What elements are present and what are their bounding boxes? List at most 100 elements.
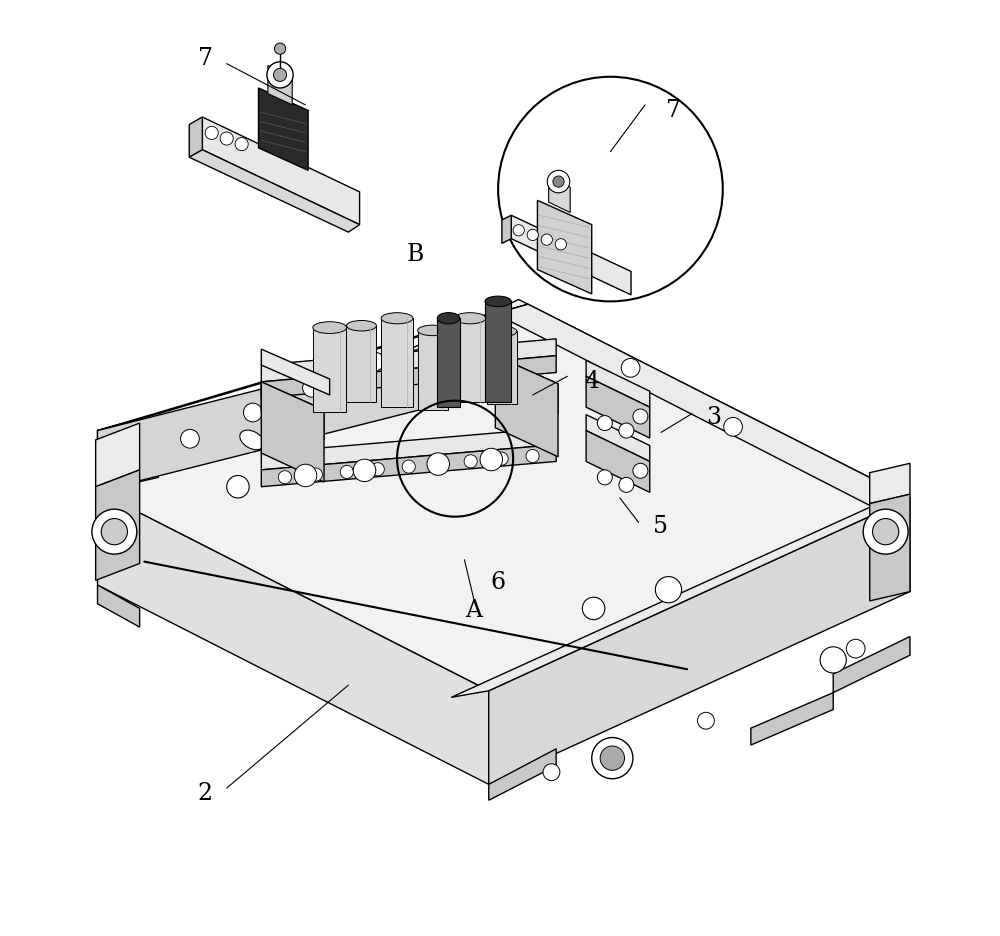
Circle shape xyxy=(600,746,624,770)
Ellipse shape xyxy=(346,320,376,331)
Text: A: A xyxy=(465,599,482,622)
Circle shape xyxy=(541,234,552,245)
Circle shape xyxy=(181,430,199,448)
Polygon shape xyxy=(381,318,413,407)
Polygon shape xyxy=(98,304,528,431)
Circle shape xyxy=(365,352,384,371)
Polygon shape xyxy=(451,498,910,697)
Circle shape xyxy=(619,477,634,492)
Polygon shape xyxy=(189,117,202,157)
Ellipse shape xyxy=(487,326,517,337)
Circle shape xyxy=(526,449,539,462)
Circle shape xyxy=(220,132,233,145)
Polygon shape xyxy=(189,150,360,232)
Text: 4: 4 xyxy=(584,371,599,393)
Polygon shape xyxy=(98,585,140,627)
Circle shape xyxy=(619,423,634,438)
Polygon shape xyxy=(511,215,631,295)
Circle shape xyxy=(621,358,640,377)
Circle shape xyxy=(495,452,508,465)
Polygon shape xyxy=(437,318,460,407)
Polygon shape xyxy=(495,356,558,457)
Ellipse shape xyxy=(485,296,511,307)
Polygon shape xyxy=(485,301,511,402)
Polygon shape xyxy=(313,328,346,412)
Circle shape xyxy=(863,509,908,554)
Polygon shape xyxy=(268,66,292,105)
Circle shape xyxy=(480,448,503,471)
Circle shape xyxy=(243,403,262,422)
Circle shape xyxy=(592,738,633,779)
Polygon shape xyxy=(549,177,570,212)
Circle shape xyxy=(464,455,477,468)
Polygon shape xyxy=(259,88,308,170)
Circle shape xyxy=(846,639,865,658)
Circle shape xyxy=(235,138,248,151)
Circle shape xyxy=(309,468,322,481)
Polygon shape xyxy=(261,339,556,382)
Polygon shape xyxy=(261,356,556,398)
Polygon shape xyxy=(487,331,517,404)
Circle shape xyxy=(547,170,570,193)
Ellipse shape xyxy=(381,313,413,324)
Circle shape xyxy=(278,471,291,484)
Ellipse shape xyxy=(240,431,264,449)
Polygon shape xyxy=(202,117,360,225)
Circle shape xyxy=(353,460,376,482)
Polygon shape xyxy=(346,326,376,402)
Circle shape xyxy=(513,225,524,236)
Polygon shape xyxy=(502,215,511,243)
Ellipse shape xyxy=(454,313,486,324)
Circle shape xyxy=(101,519,127,545)
Polygon shape xyxy=(261,349,330,395)
Polygon shape xyxy=(98,337,467,491)
Ellipse shape xyxy=(313,322,346,333)
Circle shape xyxy=(633,409,648,424)
Circle shape xyxy=(597,416,612,431)
Text: 5: 5 xyxy=(653,515,668,537)
Polygon shape xyxy=(98,417,158,491)
Polygon shape xyxy=(489,749,556,800)
Polygon shape xyxy=(586,360,650,407)
Polygon shape xyxy=(454,318,486,402)
Circle shape xyxy=(553,176,564,187)
Text: B: B xyxy=(407,243,424,266)
Polygon shape xyxy=(261,382,324,482)
Circle shape xyxy=(303,378,321,397)
Polygon shape xyxy=(98,300,910,691)
Circle shape xyxy=(555,239,566,250)
Circle shape xyxy=(498,77,723,301)
Circle shape xyxy=(340,465,353,478)
Text: 3: 3 xyxy=(706,406,721,429)
Circle shape xyxy=(371,462,384,475)
Circle shape xyxy=(820,647,846,673)
Polygon shape xyxy=(96,423,140,487)
Polygon shape xyxy=(870,463,910,504)
Polygon shape xyxy=(98,491,489,784)
Polygon shape xyxy=(495,356,558,414)
Polygon shape xyxy=(537,200,592,294)
Circle shape xyxy=(655,577,682,603)
Circle shape xyxy=(273,68,287,81)
Polygon shape xyxy=(418,330,448,410)
Polygon shape xyxy=(586,415,650,461)
Circle shape xyxy=(294,464,317,487)
Circle shape xyxy=(205,126,218,139)
Text: 2: 2 xyxy=(198,782,213,805)
Text: 7: 7 xyxy=(198,47,213,69)
Polygon shape xyxy=(586,376,650,438)
Circle shape xyxy=(633,463,648,478)
Circle shape xyxy=(724,417,742,436)
Polygon shape xyxy=(261,445,556,487)
Circle shape xyxy=(527,229,538,241)
Circle shape xyxy=(873,519,899,545)
Circle shape xyxy=(402,460,415,473)
Circle shape xyxy=(697,712,714,729)
Circle shape xyxy=(582,597,605,620)
Circle shape xyxy=(92,509,137,554)
Polygon shape xyxy=(586,431,650,492)
Circle shape xyxy=(543,764,560,781)
Circle shape xyxy=(597,470,612,485)
Ellipse shape xyxy=(418,325,448,336)
Text: 6: 6 xyxy=(491,571,506,593)
